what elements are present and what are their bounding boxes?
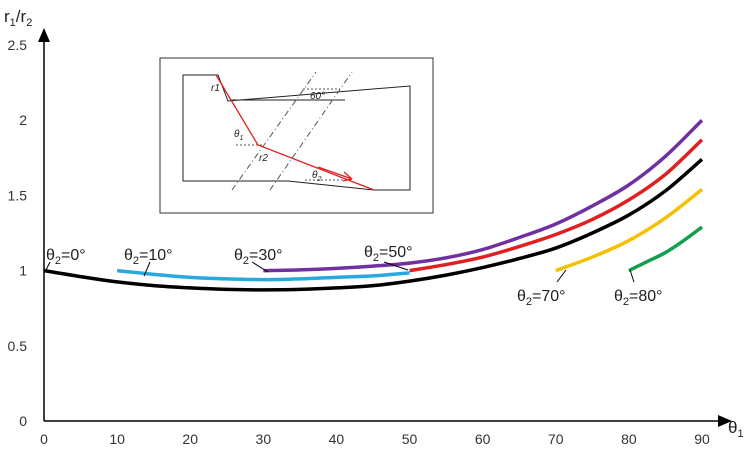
series-line-0 xyxy=(43,157,704,292)
x-tick-label-4: 40 xyxy=(329,431,345,447)
label-theta2-80: θ2=80° xyxy=(614,288,663,308)
inset-label-r1: r1 xyxy=(211,83,220,94)
inset-label-r2: r2 xyxy=(259,153,268,164)
series-line-1 xyxy=(116,268,410,282)
x-tick-label-1: 10 xyxy=(109,431,125,447)
inset-dashdot-2 xyxy=(269,71,353,191)
inset-frame xyxy=(159,57,434,214)
x-axis-label: θ1 xyxy=(728,418,744,440)
inset-ray-arrowhead xyxy=(342,171,353,182)
inset-label-60: 60° xyxy=(310,91,325,102)
x-axis-arrow xyxy=(718,415,732,427)
leader-theta2-30 xyxy=(251,261,269,273)
ticks: 0 10 20 30 40 50 60 70 80 90 0 0.5 1 1.5 2 2.5 xyxy=(8,37,710,447)
leader-theta2-10 xyxy=(143,261,151,277)
series-line-4 xyxy=(555,188,704,273)
leader-theta2-80 xyxy=(629,269,635,283)
y-tick-label-3: 1.5 xyxy=(8,187,28,203)
label-theta2-0: θ2=0° xyxy=(46,247,86,267)
series-line-5 xyxy=(628,225,704,273)
y-tick-label-1: 0.5 xyxy=(8,338,28,354)
series-layer xyxy=(43,118,704,292)
x-tick-label-8: 80 xyxy=(621,431,637,447)
x-tick-label-3: 30 xyxy=(256,431,272,447)
x-tick-label-5: 50 xyxy=(402,431,418,447)
leader-theta2-70 xyxy=(556,269,567,283)
leader-theta2-0 xyxy=(45,261,51,271)
y-tick-label-5: 2.5 xyxy=(8,37,28,53)
leader-theta2-50 xyxy=(383,261,409,271)
label-theta2-30: θ2=30° xyxy=(234,247,283,267)
y-tick-label-0: 0 xyxy=(19,413,27,429)
series-labels: θ2=0° θ2=10° θ2=30° θ2=50° θ2=70° θ2=80° xyxy=(45,244,663,308)
x-tick-label-9: 90 xyxy=(694,431,710,447)
x-tick-label-6: 60 xyxy=(475,431,491,447)
series-line-3 xyxy=(409,138,704,273)
inset-diagram: r1 r2 60° θ1 θ2 xyxy=(159,57,434,214)
x-tick-label-0: 0 xyxy=(40,431,48,447)
y-tick-label-2: 1 xyxy=(19,263,27,279)
label-theta2-50: θ2=50° xyxy=(364,244,413,264)
label-theta2-10: θ2=10° xyxy=(124,247,173,267)
inset-dashdot-1 xyxy=(231,71,317,191)
series-line-2 xyxy=(263,118,704,273)
x-tick-label-2: 20 xyxy=(182,431,198,447)
y-axis-label: r1/r2 xyxy=(4,7,32,29)
y-axis-label-r: r xyxy=(4,7,10,26)
x-tick-label-7: 70 xyxy=(548,431,564,447)
inset-label-theta1: θ1 xyxy=(234,129,243,142)
label-theta2-70: θ2=70° xyxy=(517,288,566,308)
inset-ray xyxy=(215,74,375,191)
inset-label-theta2: θ2 xyxy=(312,170,321,183)
y-axis-arrow xyxy=(38,28,50,42)
inset-ray-arrow xyxy=(317,166,353,180)
y-tick-label-4: 2 xyxy=(19,112,27,128)
